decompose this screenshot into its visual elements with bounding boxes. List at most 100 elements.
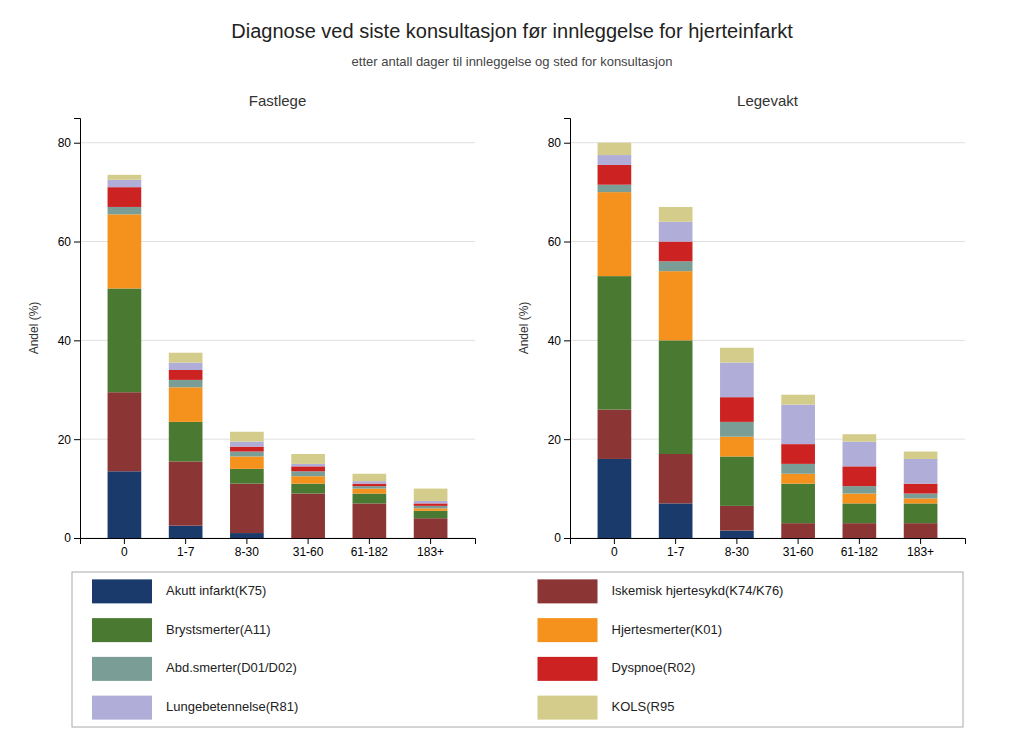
x-tick-mark <box>859 538 860 544</box>
bar-series <box>598 410 938 538</box>
bar <box>598 459 632 538</box>
y-tick: 60 <box>548 235 570 249</box>
y-tick-mark <box>564 538 570 539</box>
y-axis-line <box>564 119 571 539</box>
bar <box>230 456 264 468</box>
bar <box>659 242 693 262</box>
legend-item: Lungebetennelse(R81) <box>92 696 298 720</box>
bar <box>169 370 203 380</box>
bar-series <box>108 392 448 538</box>
bar-series <box>598 143 938 459</box>
y-tick-label: 80 <box>58 136 72 150</box>
legend-swatch <box>92 618 152 642</box>
legend-item: Iskemisk hjertesykd(K74/K76) <box>538 579 784 603</box>
legend-label: KOLS(R95 <box>612 699 675 714</box>
bar <box>720 363 754 398</box>
bar <box>781 474 815 484</box>
x-tick-label: 1-7 <box>667 545 685 559</box>
x-tick: 31-60 <box>783 538 814 559</box>
bar <box>904 459 938 484</box>
y-tick: 80 <box>58 136 80 150</box>
bar <box>659 222 693 242</box>
bar <box>843 503 877 523</box>
legend-swatch <box>92 657 152 681</box>
grid <box>80 143 475 538</box>
bar <box>414 506 448 508</box>
bar <box>169 363 203 370</box>
legend-swatch <box>538 696 598 720</box>
y-axis: 020406080 <box>58 119 81 546</box>
y-tick-label: 40 <box>58 334 72 348</box>
x-tick-mark <box>430 538 431 544</box>
bar <box>720 506 754 531</box>
bar <box>659 207 693 222</box>
x-tick-label: 0 <box>611 545 618 559</box>
bar <box>720 422 754 437</box>
x-tick-mark <box>675 538 676 544</box>
bar <box>291 464 325 466</box>
bar <box>781 395 815 405</box>
y-tick-mark <box>74 538 80 539</box>
legend-item: Hjertesmerter(K01) <box>538 618 723 642</box>
y-axis-title: Andel (%) <box>27 302 41 355</box>
x-tick-label: 1-7 <box>177 545 195 559</box>
bar <box>659 261 693 271</box>
bar <box>843 466 877 486</box>
legend-label: Akutt infarkt(K75) <box>166 583 266 598</box>
bar <box>230 447 264 452</box>
y-tick-label: 60 <box>548 235 562 249</box>
grid-line <box>80 142 475 143</box>
x-tick-mark <box>124 538 125 544</box>
x-tick-label: 183+ <box>417 545 444 559</box>
legend-item: Akutt infarkt(K75) <box>92 579 266 603</box>
bar <box>781 464 815 474</box>
x-tick-mark <box>614 538 615 544</box>
bar <box>843 434 877 441</box>
bar <box>414 489 448 501</box>
y-tick: 20 <box>548 433 570 447</box>
bar <box>414 518 448 538</box>
bar <box>598 185 632 192</box>
x-tick: 61-182 <box>841 538 879 559</box>
bar <box>169 422 203 462</box>
bar <box>169 526 203 538</box>
y-tick: 80 <box>548 136 570 150</box>
y-axis-line <box>74 119 81 539</box>
x-tick-label: 31-60 <box>293 545 324 559</box>
x-tick-label: 61-182 <box>841 545 879 559</box>
bar <box>353 503 387 538</box>
bar <box>291 471 325 476</box>
bar <box>659 340 693 454</box>
legend-box <box>72 572 963 727</box>
y-tick-mark <box>74 439 80 440</box>
bar <box>904 523 938 538</box>
y-tick-label: 20 <box>58 433 72 447</box>
y-tick-mark <box>564 439 570 440</box>
x-tick-label: 31-60 <box>783 545 814 559</box>
bar <box>108 207 142 214</box>
bar <box>904 452 938 459</box>
bar <box>169 380 203 387</box>
bar-series <box>108 187 448 506</box>
bar-series <box>598 276 938 523</box>
bar <box>781 405 815 445</box>
y-tick-label: 0 <box>554 531 561 545</box>
bar <box>230 469 264 484</box>
y-tick: 40 <box>548 334 570 348</box>
bar <box>230 442 264 447</box>
x-axis-line <box>571 539 966 545</box>
legend-label: Brystsmerter(A11) <box>166 622 271 637</box>
legend-item: KOLS(R95 <box>538 696 675 720</box>
y-axis: 0 20 40 60 80 <box>548 119 571 546</box>
y-tick-mark <box>74 143 80 144</box>
legend-swatch <box>538 618 598 642</box>
bar <box>230 432 264 442</box>
bar-series <box>108 214 448 510</box>
bar <box>659 271 693 340</box>
x-tick-mark <box>798 538 799 544</box>
bar <box>230 484 264 533</box>
bar-series <box>108 288 448 518</box>
legend-item: Abd.smerter(D01/D02) <box>92 657 297 681</box>
bar <box>291 476 325 483</box>
grid <box>570 143 965 538</box>
